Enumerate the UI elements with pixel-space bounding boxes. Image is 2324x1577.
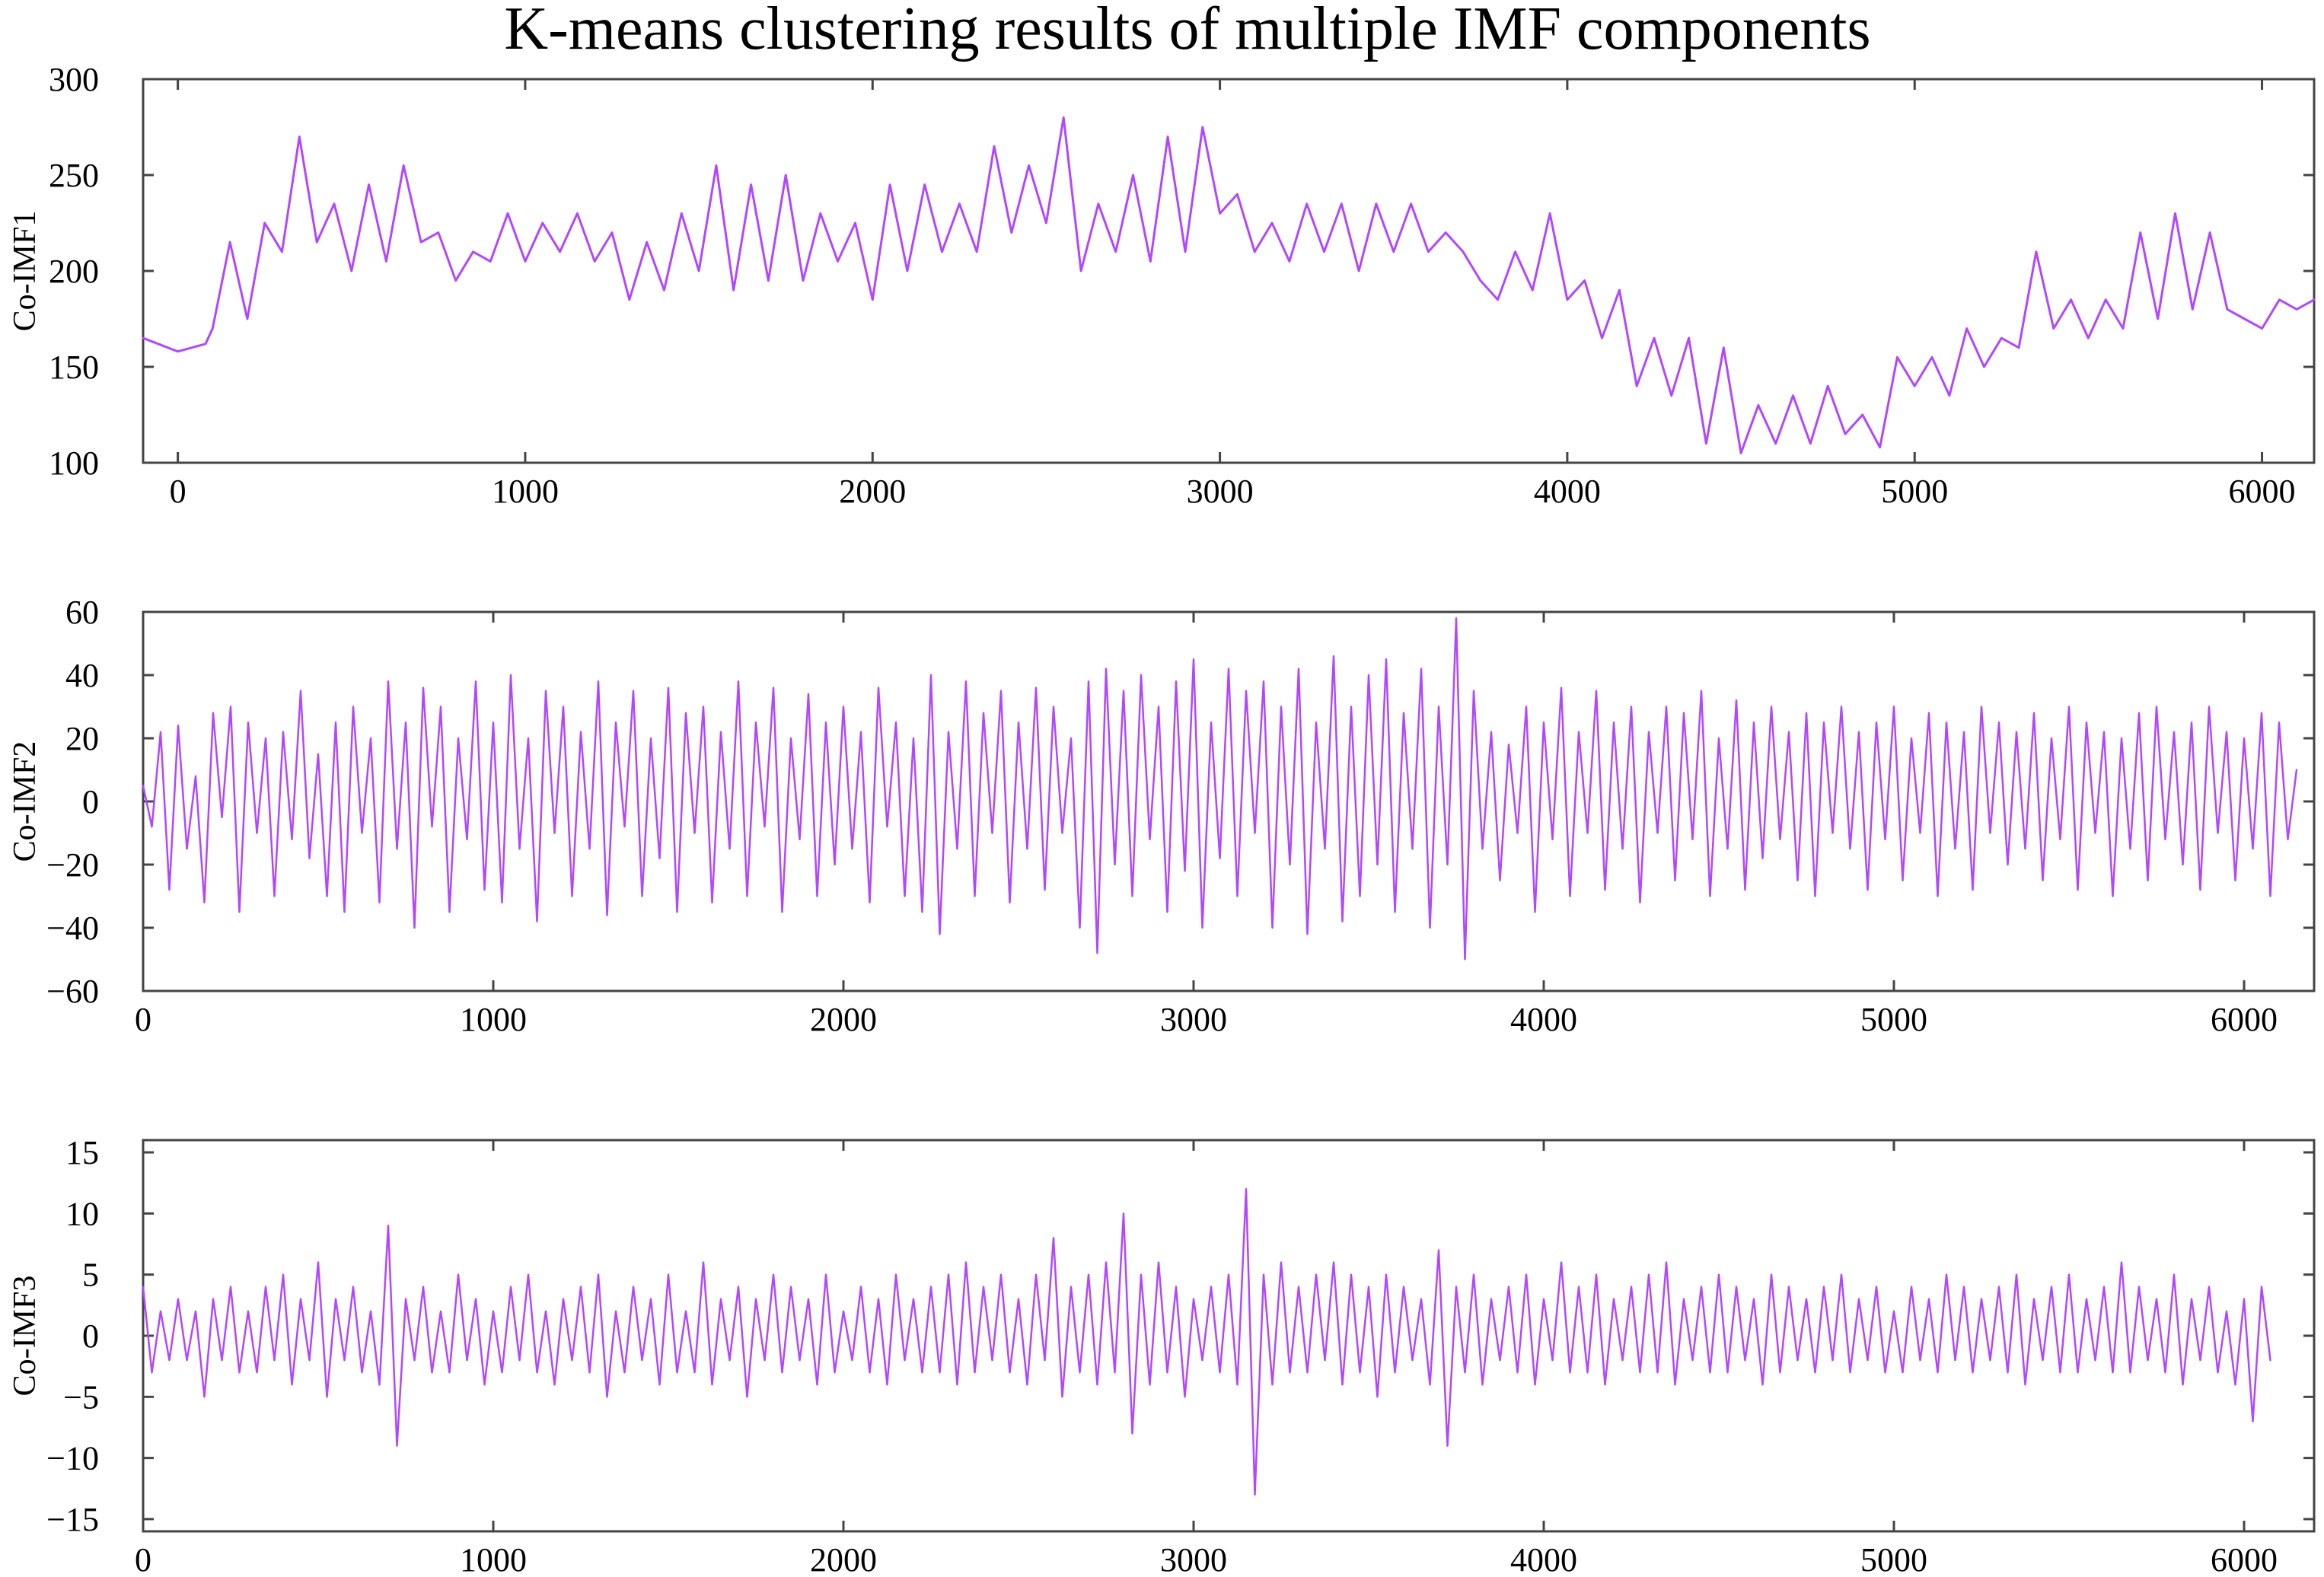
- x-tick-label: 5000: [1860, 1541, 1927, 1577]
- y-tick-label: 0: [82, 783, 99, 820]
- y-tick-label: 200: [49, 253, 99, 290]
- y-tick-label: −10: [46, 1440, 99, 1477]
- x-tick-label: 2000: [810, 1541, 877, 1577]
- y-tick-label: 0: [82, 1317, 99, 1355]
- x-tick-label: 3000: [1160, 1001, 1227, 1038]
- x-tick-label: 4000: [1510, 1541, 1577, 1577]
- plot-frame: [142, 78, 2316, 464]
- subplot-3: 0 1000 2000 3000 4000 5000 6000 −15 −10 −5 0 5 10 15 C…: [8, 1134, 2316, 1577]
- y-tick-label: 15: [65, 1134, 99, 1171]
- x-tick-label: 0: [135, 1541, 151, 1577]
- y-tick-label: −60: [46, 973, 99, 1010]
- y-tick-label: 60: [65, 594, 99, 631]
- x-tick-label: 6000: [2211, 1541, 2278, 1577]
- x-tick-label: 5000: [1860, 1001, 1927, 1038]
- y-tick-label: −15: [46, 1501, 99, 1538]
- x-tick-label: 4000: [1534, 473, 1601, 510]
- x-tick-label: 1000: [492, 473, 559, 510]
- x-tick-label: 5000: [1881, 473, 1948, 510]
- x-tick-label: 1000: [460, 1541, 527, 1577]
- x-tick-label: 2000: [810, 1001, 877, 1038]
- subplot-1: 0 1000 2000 3000 4000 5000 6000 100 150 200 250 300…: [8, 61, 2316, 510]
- x-tick-label: 6000: [2211, 1001, 2278, 1038]
- subplot-2: 0 1000 2000 3000 4000 5000 6000 −60 −40 −20 0 20 40 6…: [8, 594, 2316, 1038]
- y-tick-label: 250: [49, 157, 99, 194]
- y-tick-label: −40: [46, 910, 99, 947]
- chart-title: K-means clustering results of multiple I…: [504, 0, 1870, 62]
- y-tick-label: −20: [46, 846, 99, 884]
- y-tick-label: 5: [82, 1257, 99, 1294]
- y-tick-label: 150: [49, 349, 99, 386]
- x-tick-label: 1000: [460, 1001, 527, 1038]
- y-tick-label: −5: [63, 1378, 99, 1416]
- x-tick-label: 0: [135, 1001, 151, 1038]
- y-axis-label: Co-IMF2: [8, 741, 43, 862]
- y-tick-label: 100: [49, 444, 99, 482]
- x-tick-label: 6000: [2229, 473, 2296, 510]
- y-tick-label: 10: [65, 1195, 99, 1232]
- x-tick-label: 0: [170, 473, 186, 510]
- x-tick-label: 4000: [1510, 1001, 1577, 1038]
- plot-frame: [142, 1139, 2316, 1533]
- chart-panels: 0 1000 2000 3000 4000 5000 6000100150200250300…: [8, 61, 2316, 1577]
- series-line-co-imf2: [142, 617, 2298, 961]
- x-tick-label: 3000: [1187, 473, 1254, 510]
- y-tick-label: 300: [49, 61, 99, 98]
- series-line-co-imf1: [142, 116, 2316, 454]
- y-tick-label: 20: [65, 720, 99, 757]
- x-tick-label: 3000: [1160, 1541, 1227, 1577]
- series-line-co-imf3: [142, 1188, 2271, 1496]
- y-axis-label: Co-IMF1: [8, 211, 43, 332]
- y-axis-label: Co-IMF3: [8, 1276, 43, 1397]
- y-tick-label: 40: [65, 657, 99, 694]
- x-tick-label: 2000: [839, 473, 906, 510]
